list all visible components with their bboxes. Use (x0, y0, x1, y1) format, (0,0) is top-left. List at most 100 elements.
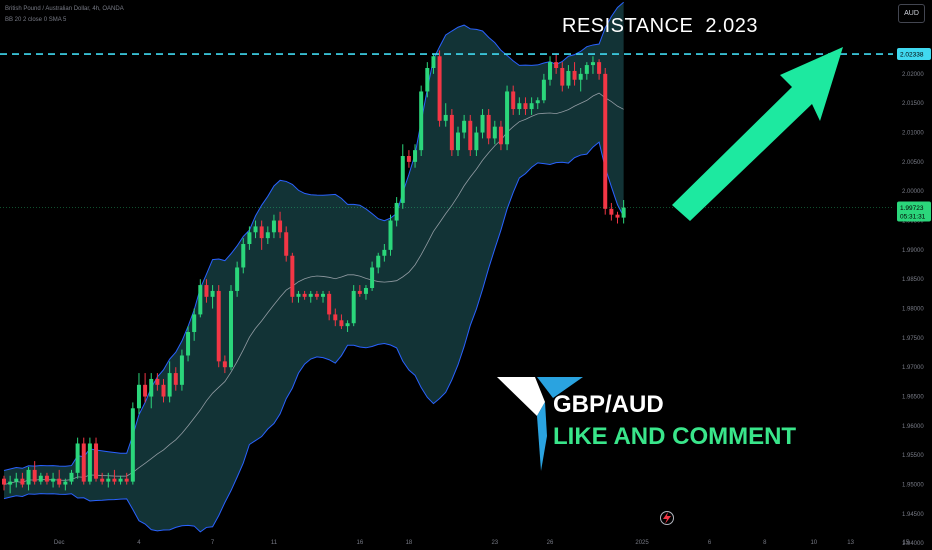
candle-body (186, 332, 191, 356)
pair-label: GBP/AUD (553, 391, 664, 418)
candle-body (492, 126, 497, 139)
price-tick-label: 1.99500 (902, 219, 924, 225)
candle-body (106, 478, 111, 482)
candle-body (431, 56, 436, 68)
candle-body (357, 290, 362, 294)
time-tick-label: 2025 (635, 540, 649, 546)
current-price-text: 1.99723 (900, 205, 924, 212)
time-tick-label: 8 (763, 540, 767, 546)
candle-body (38, 475, 43, 482)
like-and-comment-text: LIKE AND COMMENT (553, 423, 797, 450)
candle-body (204, 285, 209, 297)
candle-body (8, 481, 13, 485)
time-tick-label: 13 (847, 540, 854, 546)
candle-body (590, 62, 595, 66)
candle-body (81, 443, 86, 482)
candle-body (566, 70, 571, 86)
time-tick-label: 10 (810, 540, 817, 546)
candle-body (173, 373, 178, 385)
candle-body (149, 378, 154, 397)
candle-body (339, 320, 344, 327)
price-tick-label: 2.02000 (902, 72, 924, 78)
time-tick-label: 23 (491, 540, 498, 546)
time-tick-label: 11 (271, 540, 278, 546)
price-tick-label: 1.97000 (902, 365, 924, 371)
candle-body (584, 65, 589, 74)
candle-body (597, 62, 602, 74)
candle-body (498, 126, 503, 145)
resistance-price-text: 2.02338 (900, 52, 924, 59)
indicator-legend[interactable]: BB 20 2 close 0 SMA 5 (5, 17, 67, 23)
resistance-price-tag (897, 48, 931, 61)
candle-body (100, 478, 105, 482)
candle-body (560, 68, 565, 86)
time-tick-label: 6 (708, 540, 712, 546)
symbol-title[interactable]: British Pound / Australian Dollar, 4h, O… (5, 6, 124, 12)
candle-body (413, 150, 418, 162)
price-tick-label: 2.00500 (902, 160, 924, 166)
price-tick-label: 1.98500 (902, 277, 924, 283)
candle-body (406, 156, 411, 162)
candle-body (474, 132, 479, 151)
candle-body (321, 293, 326, 297)
candle-body (382, 249, 387, 256)
candle-body (621, 207, 626, 218)
candle-body (462, 120, 467, 133)
candle-body (75, 443, 80, 473)
candle-body (505, 91, 510, 145)
candle-body (253, 226, 258, 233)
time-axis[interactable]: Dec 4 7 11 16 18 23 26 2025 6 8 10 13 15 (54, 540, 910, 546)
current-price-tag (897, 201, 931, 222)
candle-body (290, 255, 295, 297)
candle-body (198, 285, 203, 315)
candle-body (32, 469, 37, 482)
candle-body (394, 202, 399, 221)
price-tick-label: 2.00000 (902, 189, 924, 195)
candle-body (130, 408, 135, 482)
candle-body (314, 293, 319, 297)
candle-body (235, 267, 240, 291)
up-right-arrow-icon (672, 47, 843, 221)
currency-button[interactable]: AUD (898, 4, 925, 23)
candle-body (437, 56, 442, 121)
candle-body (69, 472, 74, 482)
price-tick-label: 2.01500 (902, 101, 924, 107)
candle-body (2, 478, 6, 485)
candle-body (449, 114, 454, 151)
candle-body (112, 478, 117, 482)
candle-body (609, 208, 614, 215)
candle-body (167, 373, 172, 397)
time-tick-label: 26 (547, 540, 554, 546)
candle-body (241, 244, 246, 268)
price-lines (0, 53, 893, 208)
lightning-icon[interactable] (660, 511, 674, 525)
candle-body (370, 267, 375, 289)
candle-body (210, 290, 215, 297)
candle-body (94, 443, 99, 479)
candle-body (480, 114, 485, 133)
time-tick-label: 16 (356, 540, 363, 546)
candle-body (192, 314, 197, 333)
candle-body (327, 293, 332, 315)
candle-body (63, 481, 68, 485)
resistance-label: RESISTANCE 2.023 (562, 15, 758, 37)
candle-body (554, 62, 559, 68)
candle-body (222, 361, 227, 368)
candle-body (572, 70, 577, 80)
upper-band-line (3, 1, 624, 471)
candle-countdown-text: 05:31:31 (900, 213, 926, 220)
candles (2, 50, 626, 494)
candle-body (179, 355, 184, 385)
candle-body (425, 68, 430, 92)
candle-body (615, 214, 620, 218)
candle-body (265, 232, 270, 239)
price-axis[interactable]: 2.02000 2.01500 2.01000 2.00500 2.00000 1.995… (897, 48, 931, 547)
candle-body (345, 323, 350, 327)
price-tick-label: 1.94500 (902, 512, 924, 518)
candle-body (271, 220, 276, 233)
price-tick-label: 1.96500 (902, 395, 924, 401)
price-tick-label: 1.95000 (902, 483, 924, 489)
price-tick-label: 1.94000 (902, 541, 924, 547)
candle-body (136, 384, 141, 409)
